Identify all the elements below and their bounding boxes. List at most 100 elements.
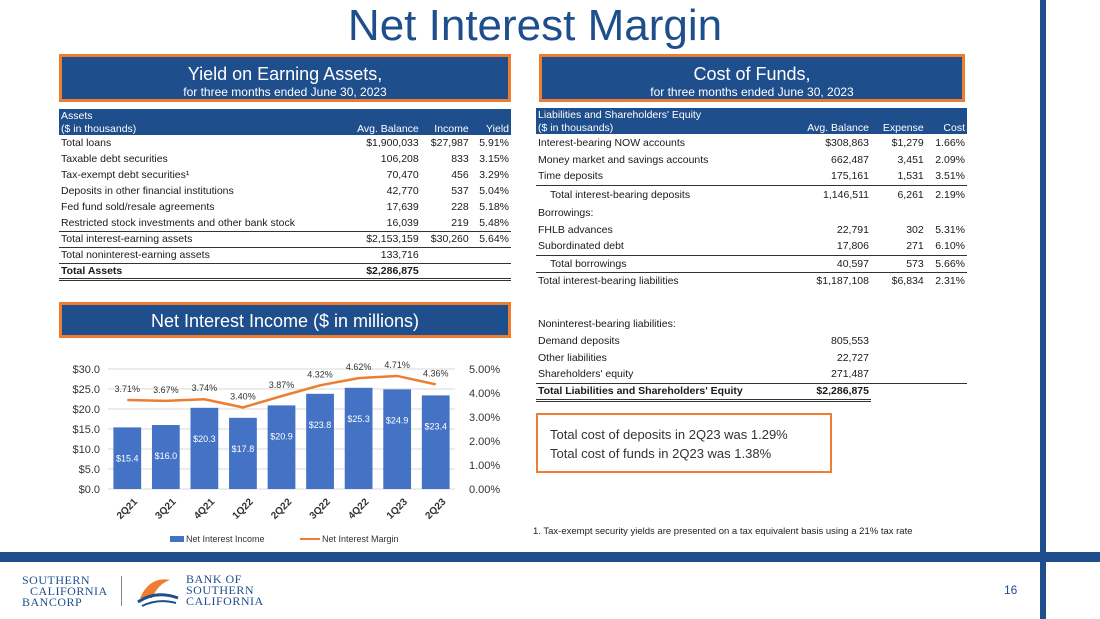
liab-col-balance: Avg. Balance bbox=[790, 121, 871, 134]
row-yield: 3.15% bbox=[479, 153, 509, 165]
row-income bbox=[420, 247, 471, 264]
table-row: Borrowings: bbox=[536, 204, 967, 221]
right-accent-bar bbox=[1040, 0, 1046, 619]
row-balance: 17,806 bbox=[790, 238, 871, 256]
nii-header-title: Net Interest Income ($ in millions) bbox=[150, 311, 420, 331]
table-row: Shareholders' equity 271,487 bbox=[536, 366, 967, 384]
row-label: Noninterest-bearing liabilities: bbox=[538, 317, 676, 330]
row-yield: 3.29% bbox=[479, 169, 509, 181]
bar bbox=[190, 407, 219, 489]
table-row: Fed fund sold/resale agreements 17,639 2… bbox=[59, 199, 511, 215]
row-cost: 2.19% bbox=[935, 188, 965, 201]
cost-summary-note: Total cost of deposits in 2Q23 was 1.29%… bbox=[536, 413, 832, 473]
assets-header-label: ($ in thousands) bbox=[59, 122, 343, 135]
row-cost bbox=[926, 332, 967, 349]
cost-header-title: Cost of Funds, bbox=[693, 64, 811, 84]
bar bbox=[306, 393, 334, 489]
assets-col-income: Income bbox=[420, 122, 471, 135]
liab-header-label: ($ in thousands) bbox=[536, 121, 791, 134]
row-expense bbox=[870, 366, 926, 384]
row-balance: $2,153,159 bbox=[342, 231, 421, 248]
x-tick-label: 3Q21 bbox=[154, 496, 179, 521]
assets-col-balance: Avg. Balance bbox=[342, 122, 421, 135]
logo-right-line-2: SOUTHERN bbox=[186, 583, 255, 597]
x-tick-label: 4Q22 bbox=[346, 496, 371, 521]
note-line-1: Total cost of deposits in 2Q23 was 1.29% bbox=[550, 427, 788, 442]
bar-data-label: $15.4 bbox=[116, 453, 139, 463]
table-row: Deposits in other financial institutions… bbox=[59, 183, 511, 199]
line-data-label: 3.40% bbox=[230, 391, 256, 401]
row-label: Deposits in other financial institutions bbox=[61, 185, 234, 197]
y-right-tick-label: 3.00% bbox=[469, 412, 500, 424]
row-cost: 2.09% bbox=[935, 153, 965, 166]
row-label: Total Liabilities and Shareholders' Equi… bbox=[536, 383, 791, 402]
row-label: Total borrowings bbox=[536, 255, 791, 273]
row-balance: $2,286,875 bbox=[342, 263, 421, 281]
y-right-tick-label: 2.00% bbox=[469, 436, 500, 448]
row-income: 228 bbox=[451, 201, 469, 213]
row-expense bbox=[871, 204, 926, 221]
row-label: Total loans bbox=[61, 137, 112, 149]
line-data-label: 3.67% bbox=[153, 385, 179, 395]
row-label: Shareholders' equity bbox=[536, 366, 791, 384]
line-data-label: 4.32% bbox=[307, 369, 333, 379]
row-balance: 271,487 bbox=[790, 366, 871, 384]
row-label: Total interest-earning assets bbox=[59, 231, 343, 248]
row-label: Taxable debt securities bbox=[61, 153, 168, 165]
cost-header: Cost of Funds, for three months ended Ju… bbox=[539, 54, 965, 102]
row-yield: 5.04% bbox=[479, 185, 509, 197]
row-balance: 22,791 bbox=[836, 223, 869, 236]
table-row: Money market and savings accounts 662,48… bbox=[536, 151, 967, 168]
liab-header-row-2: ($ in thousands) Avg. Balance Expense Co… bbox=[536, 121, 967, 134]
net-interest-income-chart: $0.0 $5.0 $10.0 $15.0 $20.0 $25.0 $30.0 0.00% 1.… bbox=[72, 360, 500, 544]
table-spacer bbox=[536, 289, 967, 315]
row-label: Other liabilities bbox=[538, 351, 607, 364]
row-balance bbox=[791, 315, 871, 332]
assets-table: Assets ($ in thousands) Avg. Balance Inc… bbox=[59, 109, 511, 281]
row-expense: 573 bbox=[870, 255, 926, 273]
assets-header-row-2: ($ in thousands) Avg. Balance Income Yie… bbox=[59, 122, 511, 135]
table-row: Tax-exempt debt securities¹ 70,470 456 3… bbox=[59, 167, 511, 183]
row-label: Subordinated debt bbox=[536, 238, 791, 256]
table-row: Subordinated debt 17,806 271 6.10% bbox=[536, 238, 967, 256]
bar-data-label: $17.8 bbox=[232, 444, 255, 454]
row-income bbox=[420, 263, 471, 281]
row-label: Tax-exempt debt securities¹ bbox=[61, 169, 190, 181]
bar bbox=[344, 387, 373, 489]
row-label: Total interest-bearing liabilities bbox=[538, 274, 679, 287]
y-right-tick-label: 4.00% bbox=[469, 388, 500, 400]
table-row: Time deposits 175,161 1,531 3.51% bbox=[536, 168, 967, 186]
line-data-label: 3.74% bbox=[192, 383, 218, 393]
row-balance bbox=[791, 204, 871, 221]
row-yield: 5.64% bbox=[470, 231, 511, 248]
yield-header-title: Yield on Earning Assets, bbox=[187, 64, 383, 84]
row-income: 456 bbox=[451, 169, 469, 181]
row-yield: 5.18% bbox=[479, 201, 509, 213]
row-income: 833 bbox=[451, 153, 469, 165]
legend-bar-swatch bbox=[170, 536, 184, 542]
row-income: $30,260 bbox=[420, 231, 471, 248]
bar bbox=[151, 425, 180, 489]
row-balance: $1,187,108 bbox=[816, 274, 869, 287]
table-row: Total Assets $2,286,875 bbox=[59, 263, 511, 281]
footnote: 1. Tax-exempt security yields are presen… bbox=[533, 526, 913, 537]
x-tick-label: 1Q22 bbox=[231, 496, 256, 521]
y-left-tick-label: $15.0 bbox=[72, 424, 100, 436]
bar bbox=[113, 427, 142, 489]
bar-data-label: $25.3 bbox=[347, 414, 370, 424]
bar bbox=[267, 405, 296, 489]
row-label: Total noninterest-earning assets bbox=[59, 247, 343, 264]
table-row: Total noninterest-earning assets 133,716 bbox=[59, 247, 511, 264]
x-tick-label: 1Q23 bbox=[385, 496, 410, 521]
row-expense bbox=[871, 349, 926, 366]
x-tick-label: 3Q22 bbox=[308, 496, 333, 521]
row-yield bbox=[470, 263, 511, 281]
y-right-tick-label: 1.00% bbox=[469, 460, 500, 472]
page-number: 16 bbox=[1004, 583, 1018, 597]
x-tick-label: 2Q22 bbox=[269, 496, 294, 521]
logo-right-line-1: BANK OF bbox=[186, 572, 242, 586]
y-left-tick-label: $20.0 bbox=[72, 404, 100, 416]
row-label: Borrowings: bbox=[538, 206, 594, 219]
row-label: Restricted stock investments and other b… bbox=[59, 215, 343, 232]
table-row: Total interest-bearing liabilities $1,18… bbox=[536, 272, 967, 289]
